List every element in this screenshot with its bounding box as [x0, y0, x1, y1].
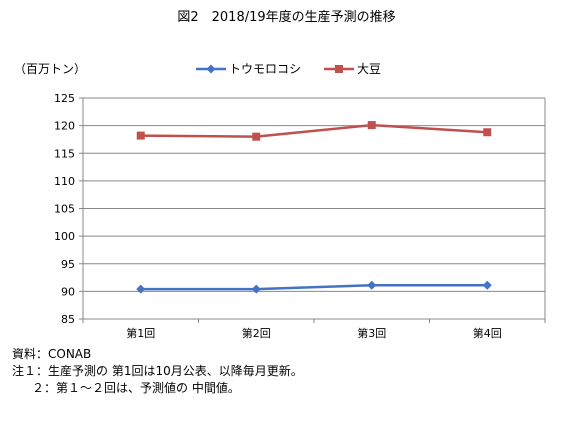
data-point-0-3	[482, 280, 492, 290]
x-tick-label: 第3回	[357, 326, 386, 340]
y-tick-label: 105	[54, 203, 75, 216]
y-tick-label: 95	[61, 258, 75, 271]
legend-label-0: トウモロコシ	[229, 62, 301, 76]
data-point-1-0	[136, 131, 145, 140]
x-tick-label: 第1回	[126, 326, 155, 340]
series-line-0	[140, 284, 488, 291]
x-tick-label: 第2回	[242, 326, 271, 340]
gridlines	[83, 97, 545, 292]
axes: 85 90 95 100 105 110 115 120 125 第1回 第2回 第3回 第4回	[54, 92, 546, 340]
chart-title: 図2 2018/19年度の生産予測の推移	[177, 10, 396, 25]
data-point-0-2	[367, 280, 377, 290]
series-line-1	[140, 123, 488, 138]
y-tick-label: 85	[61, 313, 75, 326]
y-tick-label: 115	[54, 147, 75, 160]
y-tick-label: 125	[54, 92, 75, 105]
y-axis-unit-label: （百万トン）	[14, 62, 86, 76]
note-2: ２：第１～２回は、予測値の 中間値。	[32, 381, 240, 395]
data-point-1-3	[483, 128, 492, 137]
legend-swatch-marker-1	[335, 65, 343, 73]
notes: 資料：CONAB 注１：生産予測の 第1回は10月公表、以降毎月更新。 ２：第１…	[12, 346, 303, 397]
data-point-1-1	[252, 132, 261, 141]
y-tick-label: 100	[54, 230, 75, 243]
y-tick-label: 90	[61, 285, 75, 298]
legend: トウモロコシ 大豆	[196, 62, 381, 76]
x-tick-label: 第4回	[473, 326, 502, 340]
legend-swatch-marker-0	[206, 64, 216, 74]
series-layer	[136, 121, 492, 294]
data-point-1-2	[367, 121, 376, 130]
note-1: 注１：生産予測の 第1回は10月公表、以降毎月更新。	[12, 364, 303, 378]
legend-label-1: 大豆	[357, 62, 381, 76]
y-tick-label: 110	[54, 175, 75, 188]
y-tick-label: 120	[54, 120, 75, 133]
data-point-0-1	[251, 284, 261, 294]
data-point-0-0	[136, 284, 146, 294]
source-note: 資料：CONAB	[12, 347, 92, 361]
